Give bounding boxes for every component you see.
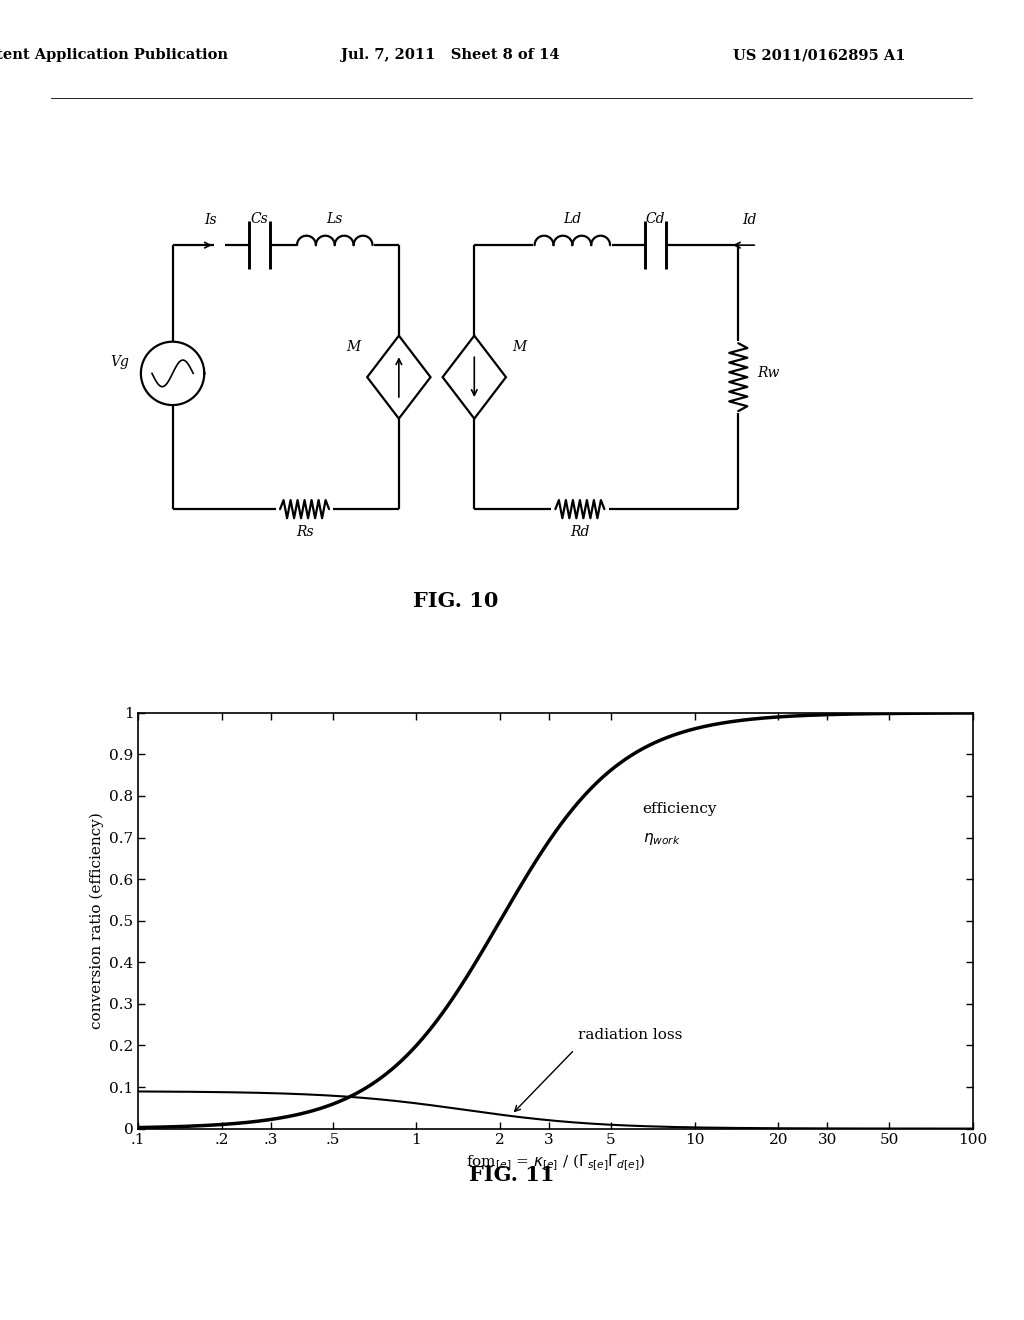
Text: efficiency: efficiency xyxy=(643,801,717,816)
Text: Id: Id xyxy=(742,213,757,227)
Text: US 2011/0162895 A1: US 2011/0162895 A1 xyxy=(733,49,905,62)
Text: $\eta_{work}$: $\eta_{work}$ xyxy=(643,830,680,846)
Text: radiation loss: radiation loss xyxy=(578,1028,682,1043)
Text: Ld: Ld xyxy=(563,211,582,226)
Text: M: M xyxy=(512,339,526,354)
Text: Rd: Rd xyxy=(570,524,590,539)
Text: M: M xyxy=(346,339,360,354)
Text: Rs: Rs xyxy=(296,524,313,539)
Text: Cd: Cd xyxy=(645,211,665,226)
Text: Ls: Ls xyxy=(327,211,343,226)
Text: Cs: Cs xyxy=(251,211,268,226)
Text: FIG. 10: FIG. 10 xyxy=(413,591,498,611)
Text: Rw: Rw xyxy=(758,366,779,380)
Text: Jul. 7, 2011   Sheet 8 of 14: Jul. 7, 2011 Sheet 8 of 14 xyxy=(341,49,560,62)
Text: Is: Is xyxy=(204,213,217,227)
Y-axis label: conversion ratio (efficiency): conversion ratio (efficiency) xyxy=(89,812,103,1030)
Text: Vg: Vg xyxy=(111,355,129,368)
X-axis label: fom$_{[e]}$ = $\kappa_{[e]}$ / ($\Gamma_{s[e]}\Gamma_{d[e]}$): fom$_{[e]}$ = $\kappa_{[e]}$ / ($\Gamma_… xyxy=(466,1152,645,1173)
Text: Patent Application Publication: Patent Application Publication xyxy=(0,49,228,62)
Text: FIG. 11: FIG. 11 xyxy=(469,1166,555,1185)
